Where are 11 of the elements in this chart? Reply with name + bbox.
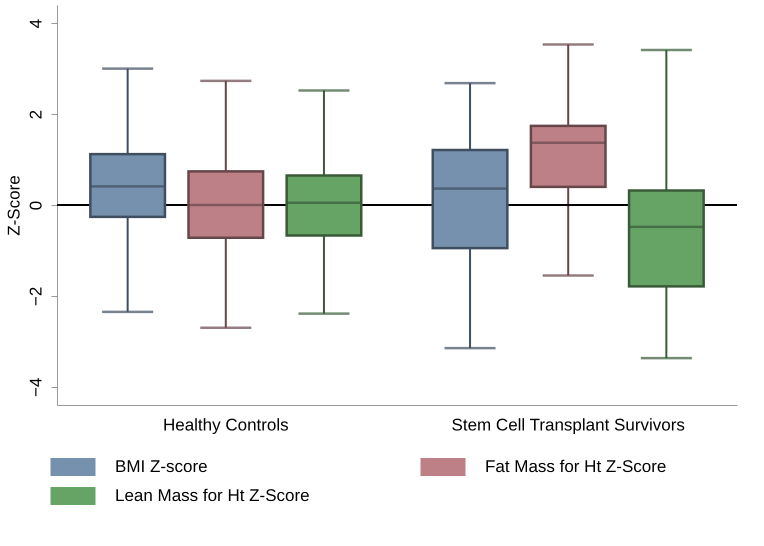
y-tick-label: −2: [26, 286, 46, 306]
y-tick-label: 4: [26, 18, 46, 28]
legend-label: Lean Mass for Ht Z-Score: [115, 486, 310, 505]
x-tick-label: Stem Cell Transplant Survivors: [452, 416, 685, 434]
y-tick-label: −4: [26, 378, 46, 398]
x-tick-label: Healthy Controls: [162, 416, 289, 434]
y-tick-label: 0: [26, 200, 46, 210]
y-tick-label: 2: [26, 110, 46, 120]
legend-label: Fat Mass for Ht Z-Score: [485, 457, 666, 476]
y-axis-title: Z-Score: [4, 175, 24, 236]
legend-label: BMI Z-score: [115, 457, 208, 476]
